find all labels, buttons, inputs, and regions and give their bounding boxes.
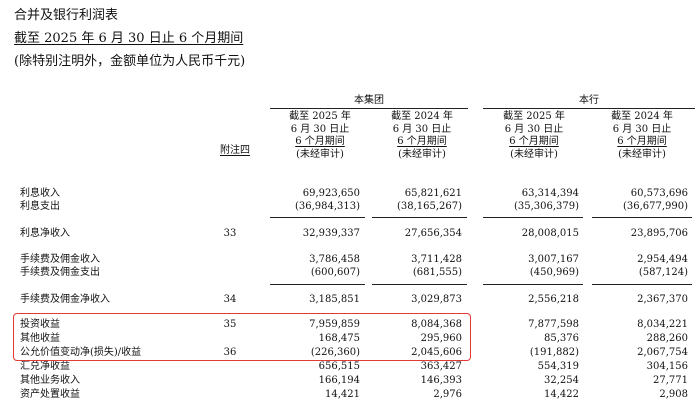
row-bank-2025: 63,314,394 bbox=[521, 188, 579, 199]
row-group-2025: 656,515 bbox=[318, 361, 360, 372]
row-label: 公允价值变动净(损失)/收益 bbox=[20, 347, 142, 358]
row-bank-2024: 60,573,696 bbox=[630, 188, 688, 199]
row-bank-2025: 3,007,167 bbox=[528, 254, 579, 265]
row-bank-2024: (587,124) bbox=[638, 267, 688, 278]
row-group-2024: 146,393 bbox=[420, 375, 462, 386]
row-group-2025: 3,786,458 bbox=[309, 254, 360, 265]
row-bank-2025: (450,969) bbox=[529, 267, 579, 278]
row-group-2025: 3,185,851 bbox=[309, 294, 360, 305]
row-bank-2025: 85,376 bbox=[544, 333, 579, 344]
bank-header-rule bbox=[483, 108, 695, 109]
row-group-2024: 3,029,873 bbox=[411, 294, 462, 305]
row-bank-2024: 2,067,754 bbox=[637, 347, 688, 358]
row-group-2025: 14,421 bbox=[325, 389, 360, 400]
row-group-2025: (36,984,313) bbox=[294, 201, 360, 212]
rule bbox=[483, 217, 583, 218]
row-label: 其他收益 bbox=[20, 333, 60, 344]
rule bbox=[270, 284, 365, 285]
row-bank-2025: (35,306,379) bbox=[513, 201, 579, 212]
rule bbox=[483, 284, 583, 285]
row-bank-2024: 23,895,706 bbox=[630, 228, 688, 239]
rule bbox=[270, 217, 365, 218]
row-bank-2024: 2,954,494 bbox=[637, 254, 688, 265]
row-bank-2024: 27,771 bbox=[653, 375, 688, 386]
row-group-2024: (681,555) bbox=[412, 267, 462, 278]
row-bank-2024: (36,677,990) bbox=[622, 201, 688, 212]
row-group-2025: (226,360) bbox=[310, 347, 360, 358]
row-group-2024: 363,427 bbox=[420, 361, 462, 372]
row-label: 手续费及佣金净收入 bbox=[20, 294, 110, 305]
row-label: 其他业务收入 bbox=[20, 375, 80, 386]
row-group-2024: 27,656,354 bbox=[404, 228, 462, 239]
row-group-2025: 168,475 bbox=[318, 333, 360, 344]
group-header: 本集团 bbox=[354, 95, 384, 106]
row-label: 手续费及佣金收入 bbox=[20, 254, 100, 265]
row-group-2025: 69,923,650 bbox=[302, 188, 360, 199]
row-note: 36 bbox=[223, 347, 237, 358]
row-group-2024: 3,711,428 bbox=[411, 254, 462, 265]
row-bank-2024: 2,367,370 bbox=[637, 294, 688, 305]
group-header-rule bbox=[270, 108, 468, 109]
rule bbox=[592, 217, 692, 218]
col-group-2025-header: 截至 2025 年 6 月 30 日止 6 个月期间 (未经审计) bbox=[289, 111, 351, 160]
row-group-2025: 166,194 bbox=[318, 375, 360, 386]
row-label: 利息支出 bbox=[20, 201, 60, 212]
row-group-2024: 2,045,606 bbox=[411, 347, 462, 358]
row-bank-2025: 2,556,218 bbox=[528, 294, 579, 305]
row-bank-2024: 304,156 bbox=[646, 361, 688, 372]
statement-unit-note: (除特别注明外，金额单位为人民币千元) bbox=[14, 54, 246, 69]
row-group-2024: (38,165,267) bbox=[396, 201, 462, 212]
statement-title: 合并及银行利润表 bbox=[14, 8, 119, 23]
row-bank-2025: 554,319 bbox=[537, 361, 579, 372]
row-bank-2024: 2,908 bbox=[659, 389, 688, 400]
statement-period: 截至 2025 年 6 月 30 日止 6 个月期间 bbox=[14, 31, 244, 46]
note-column-header: 附注四 bbox=[220, 145, 250, 156]
row-group-2025: (600,607) bbox=[310, 267, 360, 278]
col-bank-2025-header: 截至 2025 年 6 月 30 日止 6 个月期间 (未经审计) bbox=[503, 111, 565, 160]
row-note: 34 bbox=[223, 294, 237, 305]
row-group-2025: 7,959,859 bbox=[309, 319, 360, 330]
row-bank-2024: 288,260 bbox=[646, 333, 688, 344]
row-group-2025: 32,939,337 bbox=[302, 228, 360, 239]
col-bank-2024-header: 截至 2024 年 6 月 30 日止 6 个月期间 (未经审计) bbox=[611, 111, 673, 160]
row-label: 利息净收入 bbox=[20, 228, 70, 239]
bank-header: 本行 bbox=[579, 95, 599, 106]
rule bbox=[372, 217, 467, 218]
rule bbox=[372, 284, 467, 285]
row-note: 35 bbox=[223, 319, 237, 330]
row-group-2024: 8,084,368 bbox=[411, 319, 462, 330]
row-label: 汇兑净收益 bbox=[20, 361, 70, 372]
row-bank-2025: 7,877,598 bbox=[528, 319, 579, 330]
row-group-2024: 295,960 bbox=[420, 333, 462, 344]
row-label: 资产处置收益 bbox=[20, 389, 80, 400]
row-label: 手续费及佣金支出 bbox=[20, 267, 100, 278]
highlight-box bbox=[13, 313, 471, 361]
row-bank-2025: (191,882) bbox=[529, 347, 579, 358]
row-group-2024: 65,821,621 bbox=[404, 188, 462, 199]
row-bank-2024: 8,034,221 bbox=[637, 319, 688, 330]
row-bank-2025: 28,008,015 bbox=[521, 228, 579, 239]
row-bank-2025: 32,254 bbox=[544, 375, 579, 386]
col-group-2024-header: 截至 2024 年 6 月 30 日止 6 个月期间 (未经审计) bbox=[391, 111, 453, 160]
row-label: 利息收入 bbox=[20, 188, 60, 199]
row-group-2024: 2,976 bbox=[433, 389, 462, 400]
row-bank-2025: 14,422 bbox=[544, 389, 579, 400]
row-note: 33 bbox=[223, 228, 237, 239]
row-label: 投资收益 bbox=[20, 319, 60, 330]
rule bbox=[592, 284, 692, 285]
